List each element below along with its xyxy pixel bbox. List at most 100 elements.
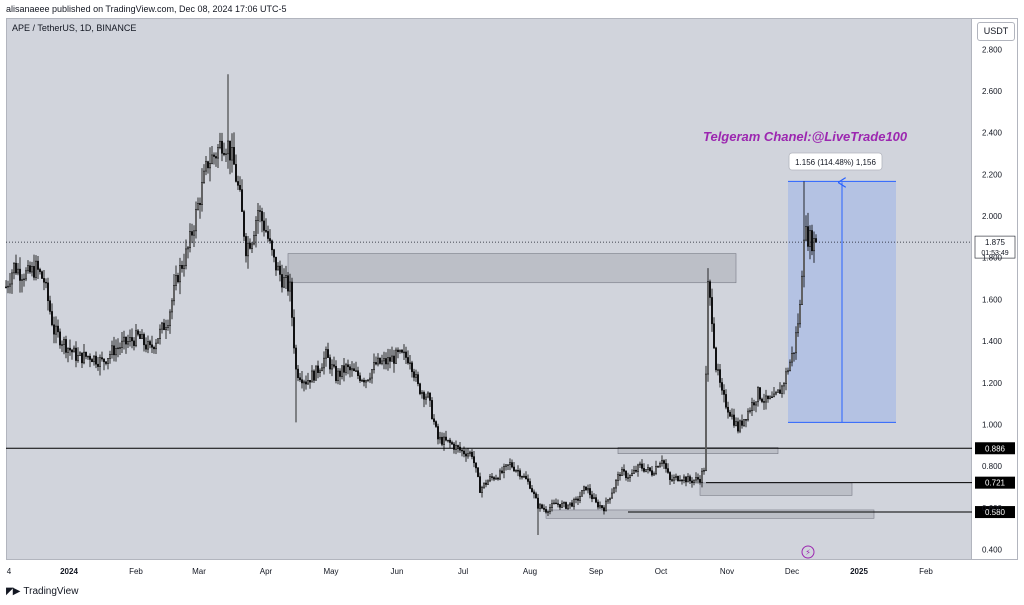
candle [753, 399, 755, 411]
candle [129, 329, 131, 347]
price-scale[interactable] [972, 18, 1018, 560]
candle [621, 466, 623, 476]
candle [799, 299, 801, 328]
zone-3[interactable] [545, 509, 875, 519]
candle [745, 419, 747, 428]
candle [267, 225, 269, 242]
level-label-0.886: 0.886 [985, 444, 1006, 453]
candle [685, 476, 687, 487]
candle [565, 501, 567, 510]
candle [497, 476, 499, 481]
candle [591, 490, 593, 503]
candle [447, 439, 449, 443]
publisher-line: alisanaeee published on TradingView.com,… [6, 4, 287, 14]
candle [683, 474, 685, 484]
candle [733, 408, 735, 428]
candle [303, 379, 305, 392]
candle [599, 501, 601, 510]
candle [7, 280, 9, 294]
candle [475, 462, 477, 473]
zone-2[interactable] [699, 482, 853, 496]
candle [693, 479, 695, 486]
candle [409, 354, 411, 370]
candle [585, 486, 587, 491]
candles-layer [5, 74, 817, 535]
candle [653, 471, 655, 476]
candle [213, 152, 215, 165]
candle [563, 501, 565, 508]
candle [207, 160, 209, 174]
candle [687, 473, 689, 483]
candle [443, 432, 445, 451]
currency-button[interactable]: USDT [977, 22, 1015, 41]
candle [445, 430, 447, 442]
candle [489, 473, 491, 483]
candle [71, 348, 73, 360]
zone-0[interactable] [287, 253, 737, 284]
candle [335, 360, 337, 384]
candle [805, 215, 807, 242]
candle [361, 378, 363, 382]
candle [567, 504, 569, 511]
candle [407, 350, 409, 365]
candle [719, 363, 721, 388]
candle [31, 261, 33, 277]
candle [177, 272, 179, 284]
candle [357, 366, 359, 380]
measure-label: 1.156 (114.48%) 1,156 [795, 158, 876, 167]
candle [33, 254, 35, 281]
candle [711, 288, 713, 332]
candle [695, 472, 697, 484]
candle [5, 280, 7, 289]
candle [223, 142, 225, 157]
candle [49, 295, 51, 315]
candle [627, 472, 629, 482]
candle [455, 440, 457, 455]
candle [743, 419, 745, 427]
candle [233, 132, 235, 165]
zone-1[interactable] [617, 447, 779, 454]
candle [21, 274, 23, 293]
candle [47, 277, 49, 311]
candle [229, 140, 231, 175]
candle [655, 460, 657, 476]
candle [101, 351, 103, 362]
candle [157, 338, 159, 344]
lightning-icon[interactable] [801, 545, 815, 559]
candle [767, 395, 769, 403]
candle [781, 384, 783, 398]
candle [387, 348, 389, 371]
candle [87, 355, 89, 360]
candle [309, 380, 311, 389]
candle [265, 218, 267, 233]
candle [749, 407, 751, 414]
candle [165, 319, 167, 340]
candle [589, 484, 591, 499]
x-ticks-layer: 4 2024 Feb Mar Apr May Jun Jul Aug Sep Oct Nov Dec 20… [7, 567, 934, 576]
candle [325, 346, 327, 367]
candle [291, 277, 293, 327]
candle [183, 253, 185, 277]
candle [247, 236, 249, 269]
lightning-glyph: ⚡ [805, 548, 811, 557]
candle [517, 465, 519, 477]
time-scale[interactable] [6, 560, 1018, 580]
current-price-tag [974, 235, 1016, 259]
candle [759, 387, 761, 401]
candle [351, 361, 353, 377]
candle [195, 201, 197, 239]
candle [715, 346, 717, 373]
candle [507, 464, 509, 471]
candle [665, 459, 667, 473]
candle [645, 469, 647, 473]
candle [659, 461, 661, 468]
candle [107, 358, 109, 370]
candle [571, 499, 573, 508]
candle [701, 468, 703, 488]
candle [371, 369, 373, 384]
candle [285, 265, 287, 290]
candle [661, 455, 663, 467]
candle [263, 212, 265, 237]
candle [401, 348, 403, 354]
